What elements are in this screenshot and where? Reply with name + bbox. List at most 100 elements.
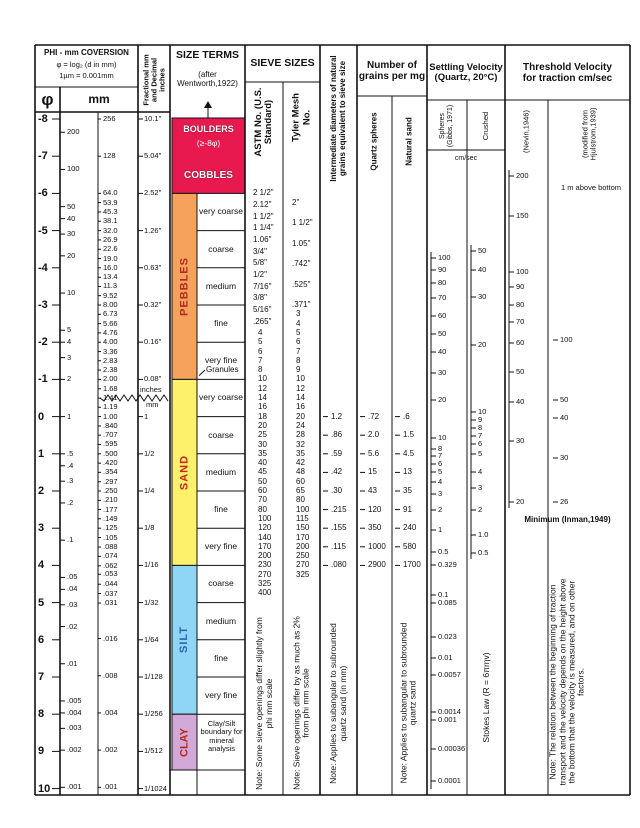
astm-size: 40 <box>258 458 267 468</box>
inch-label: 1/16 <box>144 560 159 570</box>
clay-note: Clay/Silt boundary for mineral analysis <box>200 719 243 753</box>
astm-size: 5 <box>258 337 263 347</box>
crushed-value: 8 <box>478 423 483 432</box>
astm-size: 12 <box>258 383 267 393</box>
tyler-size: 325 <box>296 569 310 579</box>
phi-formula: φ = log₂ (d in mm) <box>56 60 117 70</box>
astm-note: Note: Some sieve openings differ slightl… <box>254 616 274 790</box>
astm-size: 1.06" <box>253 235 272 245</box>
tyler-size: 100 <box>296 504 310 514</box>
nevin-value: 90 <box>516 282 525 291</box>
fraction-label: .001 <box>103 782 118 792</box>
inch-label: 10.1" <box>144 114 162 123</box>
mm-label: .002 <box>67 745 82 755</box>
fraction-label: .177 <box>103 504 118 514</box>
astm-size: 4 <box>258 327 263 337</box>
spheres-value: 10 <box>438 433 447 442</box>
micron-note: 1µm = 0.001mm <box>59 71 114 81</box>
scale-break <box>99 394 169 402</box>
astm-size: 16 <box>258 402 267 412</box>
spheres-value: 90 <box>438 265 447 274</box>
fraction-label: 53.9 <box>103 197 118 207</box>
crushed-value: 40 <box>478 265 487 274</box>
fraction-label: 38.1 <box>103 216 118 226</box>
tyler-size: 9 <box>296 365 301 375</box>
spheres-value: 5 <box>438 467 443 476</box>
phi-label: 10 <box>38 782 51 795</box>
fraction-label: .062 <box>103 560 118 570</box>
astm-size: 140 <box>258 532 272 542</box>
mm-label: 30 <box>67 229 76 239</box>
tyler-size: 65 <box>296 486 305 495</box>
mm-label: .01 <box>67 658 78 668</box>
inch-label: 1/32 <box>144 597 159 607</box>
fraction-label: .004 <box>103 707 118 717</box>
astm-size: 200 <box>258 551 272 561</box>
fraction-label: 6.73 <box>103 309 118 319</box>
modified-top: 1 m above bottom <box>560 182 622 192</box>
crushed-value: 3 <box>478 483 483 492</box>
astm-size: 7 <box>258 355 263 365</box>
spheres-value: 0.023 <box>438 632 457 641</box>
inch-label: 1/512 <box>144 746 163 756</box>
crushed-value: 0.5 <box>478 548 489 557</box>
astm-size: 50 <box>258 476 267 486</box>
quartz-value: 5.6 <box>368 448 380 458</box>
spheres-value: 0.0001 <box>438 776 461 785</box>
mm-label: 50 <box>67 201 76 211</box>
fraction-label: 9.52 <box>103 290 118 300</box>
quartz-value: 2900 <box>368 560 386 570</box>
intermediate-value: 1.2 <box>331 411 343 421</box>
fraction-label: 4.00 <box>103 337 118 347</box>
tyler-size: 12 <box>296 383 305 393</box>
natural-value: 580 <box>403 541 417 551</box>
tyler-size: 20 <box>296 411 305 421</box>
fraction-label: 11.3 <box>103 281 118 291</box>
astm-size: 25 <box>258 430 267 440</box>
tyler-size: 10 <box>296 374 305 384</box>
grade-label: coarse <box>208 243 234 254</box>
spheres-value: 60 <box>438 311 447 320</box>
astm-size: 2 1/2" <box>253 188 274 198</box>
mm-label: .2 <box>67 497 74 507</box>
grade-label: fine <box>214 652 228 663</box>
tyler-note: Note: Sieve openings differ by as much a… <box>291 616 311 791</box>
tyler-size: 7 <box>296 346 301 356</box>
nevin-value: 50 <box>516 367 525 376</box>
tyler-size: 250 <box>296 551 310 561</box>
tyler-size: 4 <box>296 318 301 328</box>
fraction-label: .840 <box>103 420 118 430</box>
grade-label: coarse <box>208 578 234 589</box>
tyler-size: 14 <box>296 393 305 402</box>
quartz-header: Quartz spheres <box>369 111 379 171</box>
phi-label: -6 <box>38 187 48 200</box>
grade-label: fine <box>214 317 228 328</box>
mm-label: 40 <box>67 213 76 223</box>
fraction-label: .125 <box>103 523 118 533</box>
astm-size: 270 <box>258 569 272 579</box>
threshold-note: Note: The relation between the beginning… <box>548 578 587 786</box>
tyler-size: .525" <box>292 279 311 289</box>
mm-label: .05 <box>67 572 78 582</box>
clay-label: CLAY <box>178 727 191 757</box>
natural-value: .6 <box>403 411 410 421</box>
crushed-value: 2 <box>478 505 483 514</box>
fraction-label: 2.38 <box>103 365 118 375</box>
cm-sec: cm/sec <box>454 155 478 163</box>
spheres-value: 0.5 <box>438 547 449 556</box>
inch-label: 1/1024 <box>144 783 167 793</box>
mm-label: 2 <box>67 374 72 384</box>
tyler-size: .742" <box>292 259 311 269</box>
fractional-header: Fractional mm and Decimal inches <box>140 53 167 106</box>
spheres-value: 2 <box>438 505 443 514</box>
phi-title: PHI - mm COVERSION <box>44 48 129 58</box>
phi-label: -5 <box>38 224 48 237</box>
tyler-size: 200 <box>296 541 310 551</box>
spheres-value: 7 <box>438 451 443 460</box>
quartz-value: .72 <box>368 411 380 421</box>
modified-value: 26 <box>560 497 569 506</box>
astm-size: 230 <box>258 560 272 570</box>
spheres-value: 70 <box>438 293 447 302</box>
astm-size: 3/8" <box>253 293 267 303</box>
mm-label: 4 <box>67 337 72 347</box>
